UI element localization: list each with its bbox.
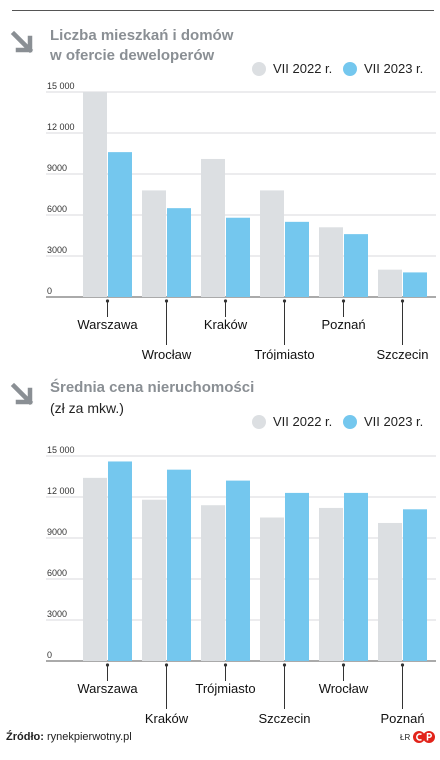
arrow-down-right-icon <box>10 382 34 406</box>
legend-label-2023: VII 2023 r. <box>364 61 424 76</box>
y-tick-label: 12 000 <box>47 122 75 132</box>
category-tick-dot <box>105 299 110 303</box>
y-tick-label: 12 000 <box>47 486 75 496</box>
category-tick-dot <box>282 663 287 667</box>
y-tick-label: 3000 <box>47 245 67 255</box>
chart-1-plot: 0 3000 6000 9000 12 000 15 000 Warszawa Wrocław… <box>46 81 436 360</box>
y-tick-label: 6000 <box>47 204 67 214</box>
bar-2022-0 <box>83 92 107 297</box>
bar-2022-2 <box>201 158 225 297</box>
chart-panel-1: Liczba mieszkań i domów w ofercie dewelo… <box>0 0 440 370</box>
footer-source: Źródło: rynekpierwotny.pl <box>6 731 132 743</box>
bar-2023-2 <box>226 480 250 661</box>
category-tick-dot <box>282 299 287 303</box>
bar-2022-5 <box>378 522 402 661</box>
bar-2023-5 <box>403 272 427 297</box>
bar-2022-2 <box>201 505 225 661</box>
y-tick-label: 15 000 <box>47 81 75 91</box>
category-label: Wrocław <box>142 347 192 360</box>
bar-2023-1 <box>167 469 191 661</box>
bar-2023-0 <box>108 461 132 661</box>
legend-swatch-2022 <box>252 414 266 429</box>
legend-label-2022: VII 2022 r. <box>273 414 333 429</box>
legend-label-2023: VII 2023 r. <box>364 414 424 429</box>
footer-source-text: rynekpierwotny.pl <box>46 731 132 743</box>
legend-swatch-2022 <box>252 61 266 76</box>
bar-2022-3 <box>260 190 284 297</box>
bar-2022-0 <box>83 477 107 661</box>
category-label: Warszawa <box>77 681 138 696</box>
category-label: Wrocław <box>319 681 369 696</box>
legend-swatch-2023 <box>343 61 357 76</box>
category-label: Poznań <box>380 711 424 724</box>
category-label: Trójmiasto <box>195 681 255 696</box>
category-tick-dot <box>400 663 405 667</box>
bar-2022-4 <box>319 507 343 661</box>
y-tick-label: 0 <box>47 286 52 296</box>
legend-item-2023: VII 2023 r. <box>343 61 423 76</box>
bar-2023-3 <box>285 221 309 297</box>
bar-2022-1 <box>142 190 166 297</box>
cp-logo-icon <box>413 731 435 743</box>
category-tick-dot <box>400 299 405 303</box>
bar-2023-1 <box>167 208 191 297</box>
category-label: Szczecin <box>258 711 310 724</box>
legend-item-2023: VII 2023 r. <box>343 414 423 429</box>
bar-2023-0 <box>108 152 132 297</box>
category-tick-dot <box>105 663 110 667</box>
legend-swatch-2023 <box>343 414 357 429</box>
bar-2022-3 <box>260 517 284 661</box>
bar-2023-5 <box>403 509 427 661</box>
category-label: Kraków <box>145 711 189 724</box>
bar-2023-3 <box>285 492 309 661</box>
arrow-down-right-icon <box>10 30 34 54</box>
bar-2023-4 <box>344 492 368 661</box>
top-rule <box>12 10 434 11</box>
y-tick-label: 6000 <box>47 568 67 578</box>
category-tick-dot <box>341 299 346 303</box>
y-tick-label: 0 <box>47 650 52 660</box>
bar-2022-5 <box>378 269 402 297</box>
chart-1-title: Liczba mieszkań i domów <box>50 27 234 44</box>
bar-2022-4 <box>319 227 343 297</box>
category-tick-dot <box>223 663 228 667</box>
category-tick-dot <box>164 299 169 303</box>
bar-2023-2 <box>226 217 250 297</box>
y-tick-label: 3000 <box>47 609 67 619</box>
category-label: Kraków <box>204 317 248 332</box>
chart-2-subtitle: (zł za mkw.) <box>50 400 124 416</box>
legend-item-2022: VII 2022 r. <box>252 61 332 76</box>
chart-panel-2: Średnia cena nieruchomości (zł za mkw.) … <box>0 370 440 730</box>
category-label: Poznań <box>321 317 365 332</box>
author-initials: ŁR <box>400 733 411 742</box>
category-tick-dot <box>223 299 228 303</box>
legend-item-2022: VII 2022 r. <box>252 414 332 429</box>
category-label: Warszawa <box>77 317 138 332</box>
category-label: Trójmiasto <box>254 347 314 360</box>
chart-1-title-line2: w ofercie deweloperów <box>50 47 215 64</box>
bar-2022-1 <box>142 499 166 661</box>
chart-2-title: Średnia cena nieruchomości <box>50 379 255 396</box>
chart-2-plot: 0 3000 6000 9000 12 000 15 000 Warszawa Kraków T… <box>46 445 436 724</box>
category-tick-dot <box>341 663 346 667</box>
y-tick-label: 15 000 <box>47 445 75 455</box>
y-tick-label: 9000 <box>47 527 67 537</box>
footer-label: Źródło: <box>6 731 44 743</box>
category-tick-dot <box>164 663 169 667</box>
bar-2023-4 <box>344 234 368 297</box>
y-tick-label: 9000 <box>47 163 67 173</box>
category-label: Szczecin <box>376 347 428 360</box>
legend-label-2022: VII 2022 r. <box>273 61 333 76</box>
